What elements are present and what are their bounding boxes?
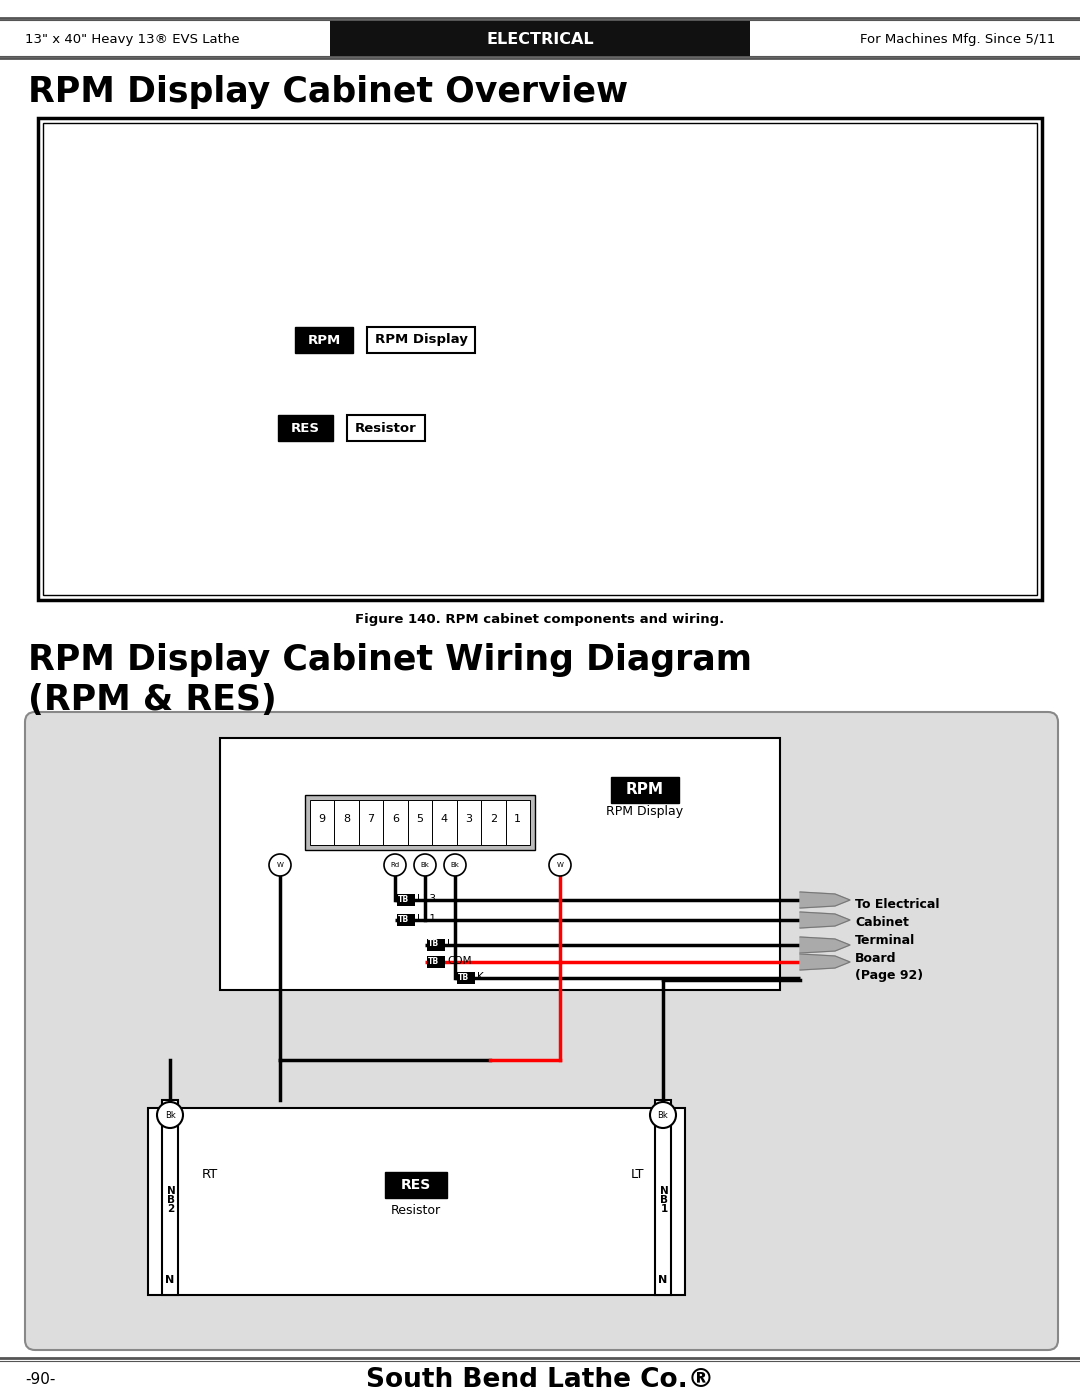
Bar <box>654 1099 671 1295</box>
Text: COM: COM <box>447 956 472 965</box>
Text: L: L <box>447 939 453 949</box>
Text: Rd: Rd <box>391 862 400 868</box>
Circle shape <box>414 854 436 876</box>
Text: 4: 4 <box>441 813 448 823</box>
Text: ELECTRICAL: ELECTRICAL <box>486 32 594 46</box>
Bar <box>427 939 445 951</box>
Bar <box>397 914 415 926</box>
Text: 13" x 40" Heavy 13® EVS Lathe: 13" x 40" Heavy 13® EVS Lathe <box>25 32 240 46</box>
Bar <box>148 1108 685 1295</box>
Bar <box>367 327 475 353</box>
Bar <box>383 800 408 845</box>
Text: (RPM & RES): (RPM & RES) <box>28 683 276 717</box>
Text: For Machines Mfg. Since 5/11: For Machines Mfg. Since 5/11 <box>860 32 1055 46</box>
Bar <box>611 777 679 803</box>
Text: W: W <box>556 862 564 868</box>
Bar <box>305 795 535 849</box>
Text: To Electrical
Cabinet
Terminal
Board
(Page 92): To Electrical Cabinet Terminal Board (Pa… <box>855 897 940 982</box>
Text: RPM Display Cabinet Overview: RPM Display Cabinet Overview <box>28 75 629 109</box>
Text: N
B
2: N B 2 <box>166 1186 175 1214</box>
Circle shape <box>384 854 406 876</box>
Text: 5: 5 <box>417 813 423 823</box>
Text: 2: 2 <box>489 813 497 823</box>
Text: RPM Display: RPM Display <box>375 334 468 346</box>
Bar <box>295 327 353 353</box>
Bar <box>432 800 457 845</box>
Text: 6: 6 <box>392 813 399 823</box>
Text: Bk: Bk <box>420 862 430 868</box>
Bar <box>457 972 475 983</box>
Polygon shape <box>800 912 850 928</box>
Text: 7: 7 <box>367 813 375 823</box>
Text: -90-: -90- <box>25 1372 55 1387</box>
Text: N: N <box>165 1275 175 1285</box>
Text: 9: 9 <box>319 813 326 823</box>
Text: TB: TB <box>399 894 409 904</box>
Text: N
B
1: N B 1 <box>660 1186 669 1214</box>
Text: Bk: Bk <box>164 1111 175 1119</box>
Text: 3: 3 <box>465 813 472 823</box>
Text: TB: TB <box>399 915 409 923</box>
Bar <box>384 1172 447 1199</box>
Text: RT: RT <box>202 1168 218 1182</box>
Bar <box>347 415 426 441</box>
Bar <box>408 800 432 845</box>
Circle shape <box>157 1102 183 1127</box>
Bar <box>335 800 359 845</box>
Bar <box>43 123 1037 595</box>
Polygon shape <box>800 954 850 970</box>
Bar <box>505 800 530 845</box>
Text: TB: TB <box>428 940 440 949</box>
Circle shape <box>650 1102 676 1127</box>
Text: K: K <box>477 972 484 982</box>
Bar <box>220 738 780 990</box>
Bar <box>310 800 335 845</box>
Circle shape <box>549 854 571 876</box>
Text: N: N <box>659 1275 667 1285</box>
Text: L13: L13 <box>417 894 436 904</box>
Text: South Bend Lathe Co.®: South Bend Lathe Co.® <box>366 1368 714 1393</box>
Polygon shape <box>800 937 850 953</box>
Text: LT: LT <box>631 1168 645 1182</box>
Bar <box>359 800 383 845</box>
Text: Bk: Bk <box>658 1111 669 1119</box>
Text: 8: 8 <box>343 813 350 823</box>
Bar <box>278 415 333 441</box>
Text: L11: L11 <box>417 914 436 923</box>
Text: Resistor: Resistor <box>391 1203 441 1217</box>
Text: W: W <box>276 862 283 868</box>
Text: RPM: RPM <box>308 334 340 346</box>
Text: Resistor: Resistor <box>355 422 417 434</box>
Polygon shape <box>800 893 850 908</box>
Text: RES: RES <box>291 422 320 434</box>
Text: Bk: Bk <box>450 862 459 868</box>
Bar <box>457 800 481 845</box>
Bar <box>481 800 505 845</box>
Bar <box>397 894 415 907</box>
Bar <box>38 117 1042 599</box>
Text: TB: TB <box>458 972 469 982</box>
Text: TB: TB <box>428 957 440 965</box>
Circle shape <box>269 854 291 876</box>
Bar <box>162 1099 178 1295</box>
Text: RPM Display Cabinet Wiring Diagram: RPM Display Cabinet Wiring Diagram <box>28 643 752 678</box>
Text: RES: RES <box>401 1178 431 1192</box>
Text: RPM: RPM <box>626 782 664 798</box>
Text: RPM Display: RPM Display <box>607 806 684 819</box>
Text: 1: 1 <box>514 813 522 823</box>
Text: Figure 140. RPM cabinet components and wiring.: Figure 140. RPM cabinet components and w… <box>355 613 725 626</box>
FancyBboxPatch shape <box>25 712 1058 1350</box>
Circle shape <box>444 854 465 876</box>
Bar <box>427 956 445 968</box>
Bar <box>330 21 750 56</box>
